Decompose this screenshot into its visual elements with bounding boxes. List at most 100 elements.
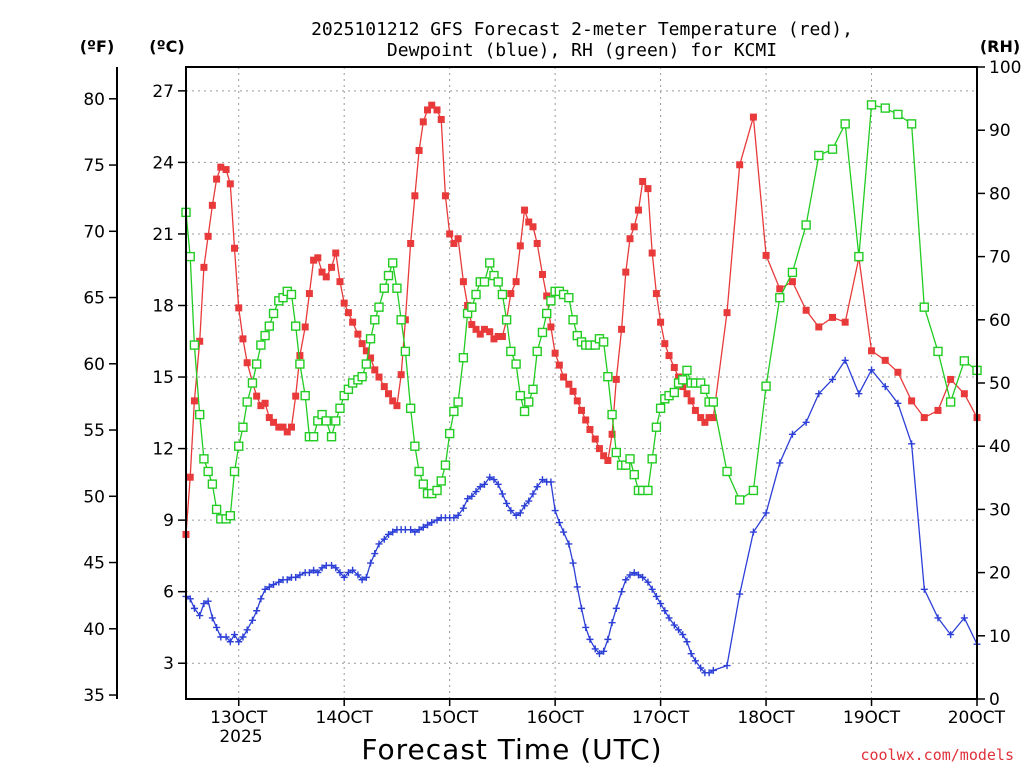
dewpoint-point — [687, 650, 695, 658]
temperature-point — [389, 397, 397, 405]
temperature-point — [296, 352, 304, 360]
celsius-tick-label: 21 — [152, 225, 174, 245]
rh-point — [321, 416, 331, 426]
dewpoint-point — [947, 631, 955, 639]
rh-tick-label: 0 — [989, 690, 1000, 710]
dewpoint-point — [776, 459, 784, 467]
temperature-point — [630, 223, 638, 231]
rh-point — [383, 270, 394, 281]
dewpoint-point — [476, 483, 484, 491]
dewpoint-point — [428, 519, 436, 527]
rh-point — [300, 390, 310, 401]
temperature-point — [287, 423, 295, 431]
temperature-point — [279, 423, 287, 431]
rh-point — [906, 119, 917, 129]
temperature-point — [437, 115, 445, 123]
dewpoint-point — [296, 571, 304, 579]
temperature-point — [626, 235, 634, 243]
temperature-point — [604, 457, 612, 465]
chart-title-line1: 2025101212 GFS Forecast 2-meter Temperat… — [311, 19, 853, 40]
dewpoint-point — [344, 569, 352, 577]
dewpoint-point — [565, 540, 573, 548]
dewpoint-point — [235, 638, 243, 646]
dewpoint-point — [705, 669, 713, 677]
rh-point — [410, 441, 420, 451]
dewpoint-point — [367, 559, 375, 567]
fahrenheit-tick-label: 60 — [83, 355, 105, 375]
temperature-point — [196, 337, 204, 345]
rh-tick-label: 70 — [989, 248, 1011, 268]
rh-point — [189, 340, 200, 350]
temperature-point — [829, 313, 837, 321]
temperature-point — [612, 375, 620, 383]
dewpoint-point — [257, 595, 265, 603]
rh-point — [700, 384, 710, 395]
temperature-point — [868, 347, 876, 355]
rh-tick-label: 40 — [989, 437, 1011, 457]
temperature-point — [841, 318, 849, 326]
dewpoint-point — [841, 356, 849, 364]
rh-point — [295, 359, 305, 369]
x-tick-label: 19OCT — [843, 708, 901, 728]
temperature-point — [200, 263, 208, 271]
temperature-point — [371, 366, 379, 374]
temperature-point — [375, 373, 383, 381]
dewpoint-point — [270, 581, 278, 589]
dewpoint-point — [538, 476, 546, 484]
dewpoint-point — [578, 604, 585, 612]
rh-point — [414, 466, 424, 477]
rh-point — [541, 308, 552, 319]
dewpoint-point — [349, 566, 357, 574]
temperature-point — [292, 392, 300, 400]
rh-point — [647, 454, 657, 464]
dewpoint-point — [213, 623, 221, 631]
fahrenheit-tick-label: 55 — [83, 421, 105, 441]
credit-text: coolwx.com/models — [860, 746, 1014, 764]
dewpoint-point — [468, 492, 476, 500]
temperature-point — [591, 435, 599, 443]
temperature-point — [547, 323, 555, 331]
temperature-point — [468, 321, 476, 329]
rh-point — [945, 397, 956, 407]
x-tick-label: 17OCT — [632, 708, 690, 728]
rh-point — [827, 144, 838, 154]
dewpoint-point — [652, 592, 660, 600]
temperature-point — [190, 397, 198, 405]
rh-point — [361, 359, 372, 369]
dewpoint-point — [683, 638, 691, 646]
dewpoint-point — [634, 571, 642, 579]
dewpoint-point — [648, 585, 656, 593]
rh-point — [603, 371, 613, 382]
dewpoint-point — [190, 604, 198, 612]
x-tick-label: 18OCT — [737, 708, 795, 728]
temperature-point — [358, 340, 366, 348]
temperature-point — [208, 201, 216, 209]
temperature-point — [393, 402, 401, 410]
celsius-tick-label: 27 — [152, 82, 174, 102]
rh-point — [607, 409, 617, 420]
temperature-point — [349, 318, 357, 326]
temperature-point — [573, 397, 581, 405]
temperature-point — [243, 359, 251, 367]
temperature-point — [657, 318, 665, 326]
celsius-tick-label: 24 — [152, 153, 174, 173]
x-tick-label: 16OCT — [526, 708, 584, 728]
rh-point — [449, 406, 459, 417]
temperature-point — [582, 416, 590, 424]
dewpoint-point — [612, 604, 620, 612]
series-layer — [181, 100, 982, 677]
rh-point — [501, 315, 512, 325]
temperature-point — [318, 268, 326, 276]
temperature-point — [815, 323, 823, 331]
temperature-point — [648, 249, 656, 257]
dewpoint-point — [525, 497, 533, 505]
temperature-point — [235, 304, 243, 312]
rh-point — [801, 220, 811, 230]
dewpoint-point — [512, 511, 520, 519]
dewpoint-point — [709, 666, 717, 674]
rh-point — [893, 109, 903, 120]
temperature-point — [788, 278, 796, 286]
rh-tick-label: 10 — [989, 627, 1011, 647]
rh-point — [655, 403, 666, 413]
dewpoint-point — [802, 418, 810, 426]
